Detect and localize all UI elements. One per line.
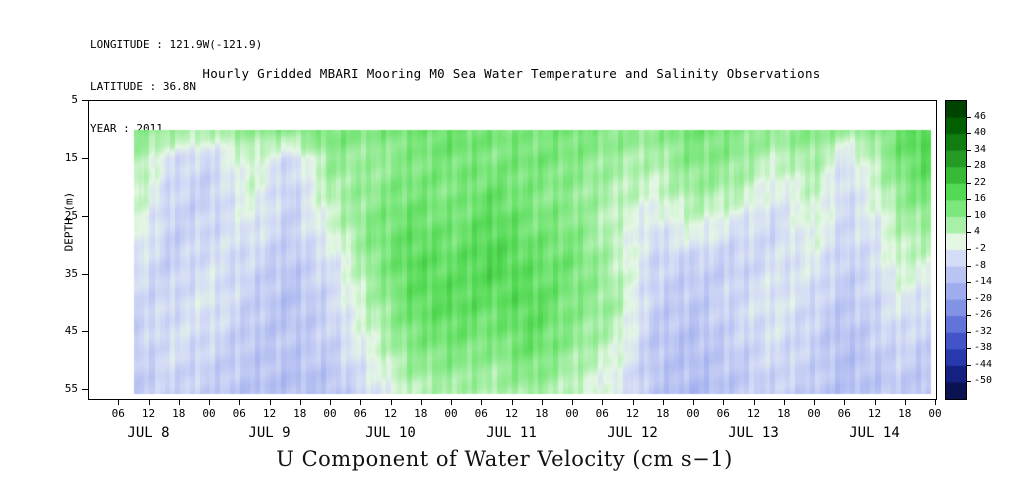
colorbar-tick-label: -32 <box>974 325 993 337</box>
day-label: JUL 10 <box>365 425 416 441</box>
x-tick-label: 18 <box>535 407 549 420</box>
tick-mark <box>967 232 971 234</box>
colorbar-tick-label: 10 <box>974 209 987 221</box>
x-tick-label: 06 <box>716 407 730 420</box>
x-tick-label: 12 <box>262 407 277 420</box>
plot-title: Hourly Gridded MBARI Mooring M0 Sea Wate… <box>202 66 821 81</box>
x-tick-label: 18 <box>293 407 307 420</box>
x-tick-label: 12 <box>504 407 519 420</box>
colorbar-tick-label: -2 <box>974 243 987 254</box>
x-tick-label: 18 <box>656 407 670 420</box>
colorbar-canvas <box>946 101 966 399</box>
metadata-latitude: LATITUDE : 36.8N <box>90 80 196 93</box>
x-tick-label: 00 <box>444 407 458 420</box>
tick-mark <box>967 249 971 250</box>
tick-mark <box>967 364 971 366</box>
tick-mark <box>967 133 971 135</box>
tick-mark <box>967 182 971 184</box>
x-tick-label: 06 <box>837 407 851 420</box>
y-axis-label: DEPTH (m) <box>62 191 76 252</box>
x-tick-label: 06 <box>595 407 609 420</box>
metadata-longitude: LONGITUDE : 121.9W(-121.9) <box>90 38 263 51</box>
plot-frame <box>88 100 937 400</box>
tick-mark <box>967 265 971 267</box>
day-label: JUL 12 <box>607 425 658 441</box>
day-label: JUL 13 <box>728 425 779 441</box>
tick-mark <box>967 381 971 383</box>
x-tick-label: 06 <box>232 407 246 420</box>
y-tick-label: 55 <box>64 382 78 396</box>
y-tick-label: 45 <box>64 324 78 338</box>
x-tick-label: 00 <box>202 407 216 420</box>
x-tick-label: 06 <box>474 407 488 420</box>
colorbar-tick-label: -20 <box>974 292 993 304</box>
x-tick-label: 18 <box>172 407 186 420</box>
tick-mark <box>967 282 971 284</box>
colorbar-tick-label: -26 <box>974 309 993 321</box>
day-label: JUL 14 <box>849 425 900 441</box>
day-label: JUL 9 <box>248 425 291 441</box>
x-tick-label: 00 <box>686 407 700 420</box>
tick-mark <box>967 348 971 350</box>
colorbar-tick-label: 28 <box>974 160 987 172</box>
tick-mark <box>967 298 971 300</box>
colorbar-tick-label: -14 <box>974 276 993 288</box>
tick-mark <box>967 116 971 118</box>
colorbar-tick-label: 22 <box>974 176 987 188</box>
x-tick-label: 00 <box>323 407 337 420</box>
x-tick-label: 18 <box>777 407 791 420</box>
y-tick-label: 5 <box>71 93 78 106</box>
tick-mark <box>967 166 971 168</box>
colorbar-tick-label: 4 <box>974 226 981 238</box>
colorbar-tick-label: 40 <box>974 127 987 139</box>
x-tick-label: 06 <box>353 407 367 420</box>
x-tick-label: 18 <box>414 407 428 420</box>
tick-mark <box>967 215 971 217</box>
day-label: JUL 11 <box>486 425 537 441</box>
tick-mark <box>967 199 971 201</box>
x-tick-label: 12 <box>746 407 761 420</box>
colorbar-tick-label: 34 <box>974 143 987 155</box>
y-tick-label: 35 <box>64 266 78 280</box>
x-tick-label: 12 <box>625 407 640 420</box>
x-tick-label: 00 <box>565 407 579 420</box>
day-label: JUL 8 <box>127 425 170 441</box>
x-tick-label: 18 <box>898 407 912 420</box>
tick-mark <box>967 331 971 333</box>
heatmap-canvas <box>89 101 936 399</box>
x-tick-label: 12 <box>867 407 882 420</box>
figure-caption: U Component of Water Velocity (cm s−1) <box>276 447 733 471</box>
x-tick-label: 00 <box>807 407 821 420</box>
colorbar-tick-label: -50 <box>974 375 993 387</box>
colorbar-tick-label: -44 <box>974 358 993 370</box>
tick-mark <box>967 149 971 151</box>
y-tick-label: 15 <box>64 150 78 164</box>
colorbar-tick-label: 16 <box>974 193 987 205</box>
x-tick-label: 12 <box>383 407 398 420</box>
colorbar-tick-label: 46 <box>974 110 987 122</box>
tick-mark <box>967 315 971 317</box>
colorbar-tick-label: -8 <box>974 259 987 271</box>
colorbar-frame <box>945 100 967 400</box>
colorbar-tick-label: -38 <box>974 342 993 354</box>
x-tick-label: 12 <box>141 407 156 420</box>
x-tick-label: 06 <box>111 407 125 420</box>
x-tick-label: 00 <box>928 407 942 420</box>
